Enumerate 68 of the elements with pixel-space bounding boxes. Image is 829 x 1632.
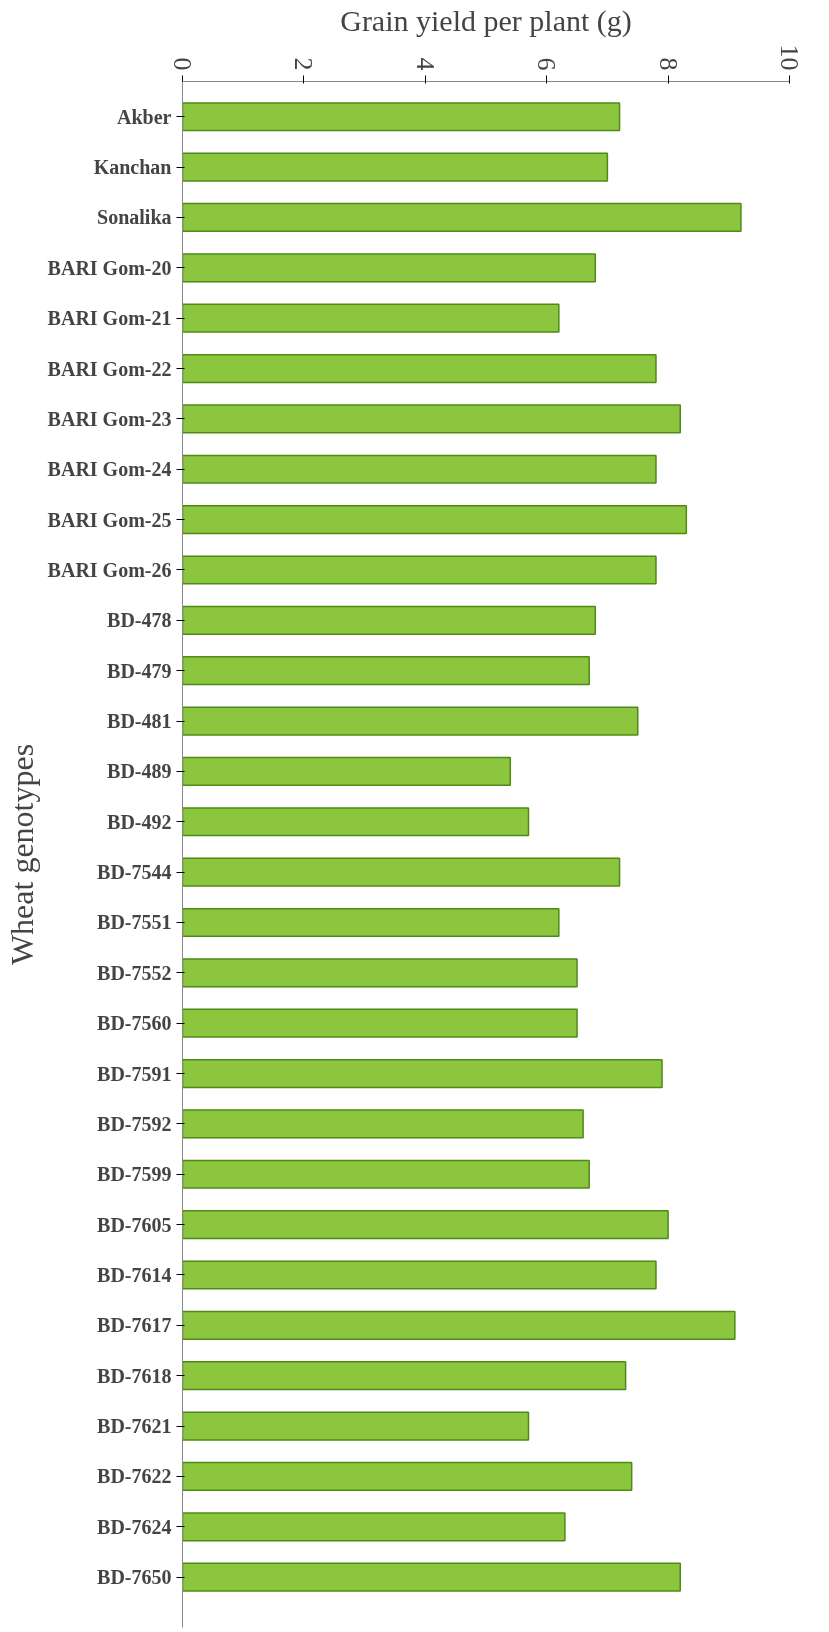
bar: [182, 1361, 627, 1391]
bar: [182, 958, 578, 988]
bar: [182, 202, 742, 233]
y-tick-label: BARI Gom-26: [47, 558, 172, 581]
y-tick-label: BD-7650: [97, 1566, 172, 1589]
bar: [182, 756, 512, 787]
x-axis-title: Grain yield per plant (g): [340, 3, 632, 38]
bar: [182, 1562, 681, 1592]
y-tick-label: BD-478: [107, 609, 172, 632]
y-tick-label: BD-7591: [97, 1062, 172, 1085]
y-tick-label: BD-7544: [97, 861, 172, 884]
y-tick-label: BD-7622: [97, 1465, 172, 1488]
y-tick-label: BD-7621: [97, 1415, 172, 1438]
y-tick-label: BARI Gom-24: [47, 458, 172, 481]
x-tick-label: 6: [532, 57, 562, 71]
bar: [182, 1008, 578, 1038]
x-tick-label: 8: [653, 57, 683, 71]
bar: [182, 1310, 736, 1340]
x-tick-label: 10: [775, 44, 804, 71]
y-tick-label: Sonalika: [97, 206, 172, 229]
y-tick-label: BARI Gom-21: [47, 307, 172, 330]
y-tick-label: BD-481: [107, 710, 172, 733]
bar: [182, 1260, 657, 1290]
y-tick-label: BD-7618: [97, 1364, 172, 1387]
y-tick-label: BD-492: [107, 810, 172, 833]
y-tick-label: BD-479: [107, 659, 172, 682]
bar: [182, 1411, 530, 1441]
bar: [182, 1512, 566, 1542]
y-tick-label: BD-7551: [97, 911, 172, 934]
bar: [182, 807, 530, 837]
y-tick-label: BD-7624: [97, 1515, 172, 1538]
y-tick-label: Kanchan: [93, 156, 172, 179]
x-tick-label: 4: [410, 57, 440, 71]
y-tick-label: Akber: [117, 105, 172, 128]
bar: [182, 656, 590, 686]
bar: [182, 404, 681, 434]
bar: [182, 555, 657, 585]
bar: [182, 1109, 584, 1139]
y-tick-label: BARI Gom-20: [47, 256, 172, 279]
bar: [182, 505, 688, 535]
y-tick-label: BD-489: [107, 760, 172, 783]
y-tick-label: BARI Gom-22: [47, 357, 172, 380]
bar: [182, 303, 560, 333]
bar: [182, 152, 609, 182]
bar: [182, 907, 560, 938]
bar: [182, 1210, 669, 1240]
bar: [182, 454, 657, 484]
bar: [182, 102, 621, 132]
bar: [182, 1058, 663, 1089]
y-tick-label: BD-7614: [97, 1263, 172, 1286]
y-tick-label: BARI Gom-23: [47, 407, 172, 430]
bar: [182, 605, 597, 635]
x-tick-label: 2: [289, 57, 319, 71]
y-tick-label: BD-7592: [97, 1112, 172, 1135]
bar: [182, 1159, 590, 1189]
y-tick-label: BD-7617: [97, 1314, 172, 1337]
y-tick-label: BD-7552: [97, 961, 172, 984]
bar: [182, 1461, 633, 1492]
bar: [182, 857, 621, 887]
bar: [182, 706, 639, 736]
y-tick-label: BD-7605: [97, 1213, 172, 1236]
bar: [182, 253, 597, 283]
y-axis-title: Wheat genotypes: [3, 743, 40, 966]
bar: [182, 353, 657, 384]
y-tick-label: BARI Gom-25: [47, 508, 172, 531]
x-tick-label: 0: [168, 57, 197, 71]
y-tick-label: BD-7599: [97, 1163, 172, 1186]
y-tick-label: BD-7560: [97, 1012, 172, 1035]
